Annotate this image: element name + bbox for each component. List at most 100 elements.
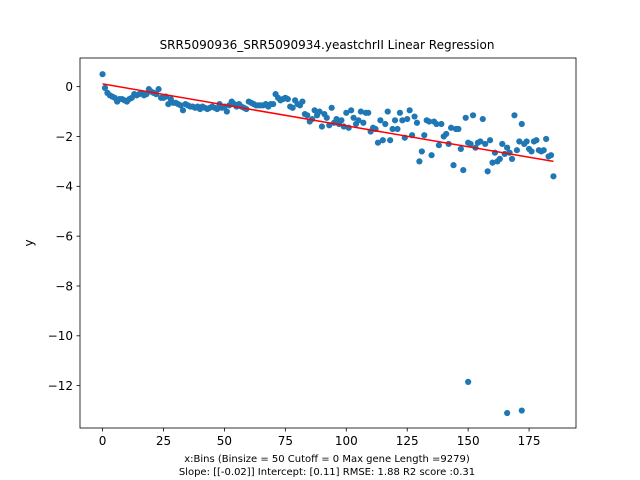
data-point [396, 109, 403, 116]
data-point [508, 155, 516, 163]
data-point [399, 117, 406, 124]
data-point [421, 132, 428, 139]
y-axis: 0 −2 −4 −6 −8 −10 −12 [48, 80, 80, 393]
data-point [394, 125, 401, 133]
x-axis: 0 25 50 75 100 125 150 175 [99, 428, 541, 448]
y-tick-label: −8 [55, 279, 73, 293]
data-point [489, 159, 496, 166]
data-point [450, 162, 457, 169]
x-tick-label: 175 [518, 434, 541, 448]
data-point [516, 138, 523, 145]
data-point [365, 109, 372, 116]
data-point [338, 117, 345, 124]
y-axis-label: y [22, 239, 36, 246]
data-point [455, 125, 462, 133]
data-point [270, 100, 277, 108]
data-point [486, 137, 494, 144]
data-point [343, 109, 350, 116]
x-tick-label: 25 [156, 434, 171, 448]
x-tick-label: 150 [457, 434, 480, 448]
data-point [426, 118, 433, 125]
data-point [416, 158, 423, 165]
data-point [413, 119, 421, 126]
data-point [299, 98, 306, 105]
data-point [384, 108, 391, 115]
data-point [418, 148, 425, 155]
data-point [496, 155, 503, 163]
data-point [377, 117, 384, 124]
data-point [543, 135, 550, 143]
data-point [533, 137, 540, 144]
data-point [460, 167, 467, 174]
data-point [382, 120, 389, 128]
data-point [550, 173, 557, 180]
data-point [323, 114, 330, 121]
chart-title: SRR5090936_SRR5090934.yeastchrII Linear … [160, 38, 495, 52]
regression-line [102, 83, 554, 163]
data-point [311, 107, 318, 114]
data-point [355, 117, 362, 124]
plot-frame [79, 57, 577, 429]
x-tick-label: 125 [396, 434, 419, 448]
data-point [391, 117, 399, 124]
x-tick-label: 0 [99, 434, 107, 448]
y-tick-label: −12 [48, 379, 73, 393]
data-point [438, 120, 445, 128]
data-point [165, 100, 172, 108]
x-axis-label-line2: Slope: [[-0.02]] Intercept: [0.11] RMSE:… [179, 467, 475, 478]
data-point [304, 112, 311, 119]
data-point [477, 138, 484, 145]
data-point [101, 84, 109, 91]
data-point [457, 145, 464, 153]
data-point [433, 120, 440, 128]
data-point [387, 137, 394, 144]
data-point [513, 147, 520, 154]
outlier-point [465, 378, 472, 386]
y-tick-label: 0 [65, 80, 73, 94]
data-point [443, 130, 450, 138]
data-point [389, 125, 396, 133]
data-point [328, 104, 335, 111]
data-point [318, 123, 326, 130]
data-point [374, 139, 382, 146]
x-tick-label: 50 [217, 434, 232, 448]
data-point [523, 138, 530, 145]
data-point [511, 112, 518, 119]
data-point [289, 104, 296, 111]
data-point [479, 115, 486, 123]
data-point [223, 108, 230, 115]
data-point [99, 71, 106, 78]
data-point [484, 168, 491, 175]
data-point [528, 148, 535, 155]
x-tick-label: 75 [278, 434, 293, 448]
y-tick-label: −6 [55, 229, 73, 243]
data-point [482, 140, 489, 148]
data-point [379, 137, 386, 144]
y-tick-label: −4 [55, 180, 73, 194]
data-point [467, 140, 474, 148]
data-point [499, 140, 506, 148]
data-point [155, 86, 162, 93]
data-point [469, 112, 477, 119]
data-point [547, 152, 555, 159]
data-point [404, 115, 411, 123]
data-point [333, 115, 340, 123]
data-point [435, 142, 442, 149]
data-point [428, 152, 435, 159]
data-point [316, 108, 323, 115]
data-point [360, 119, 367, 126]
data-point [177, 102, 184, 109]
data-point [411, 113, 418, 120]
data-point [406, 107, 413, 114]
outlier-point [504, 409, 511, 417]
data-point [350, 114, 357, 121]
data-point [179, 107, 187, 114]
data-point [214, 105, 221, 113]
y-tick-label: −2 [55, 130, 73, 144]
data-point [284, 96, 291, 103]
x-tick-label: 100 [335, 434, 358, 448]
data-point [143, 91, 150, 98]
data-point [540, 147, 547, 154]
data-point [357, 108, 364, 115]
y-tick-label: −10 [48, 329, 73, 343]
